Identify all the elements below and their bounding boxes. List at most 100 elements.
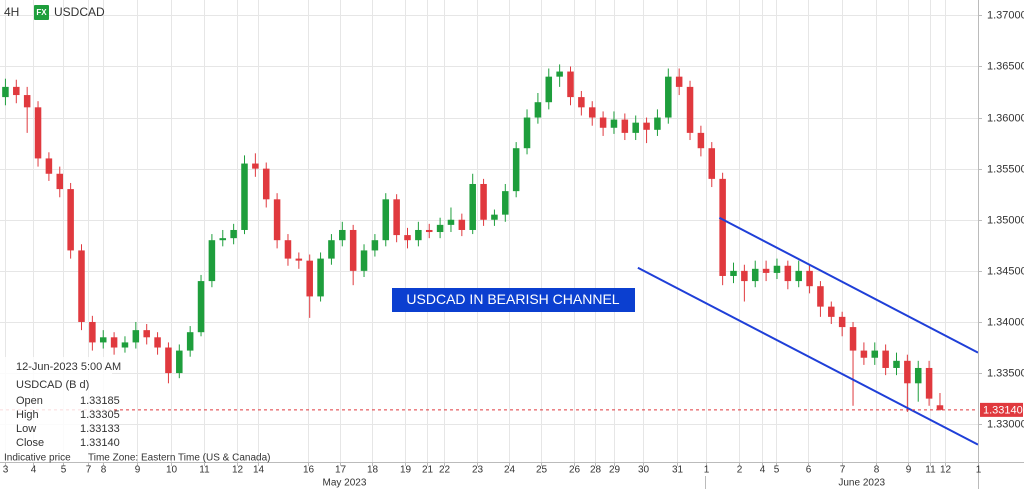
y-tick-label: 1.36500 <box>987 60 1024 72</box>
candle-body <box>252 163 259 169</box>
interval: 4H <box>4 5 19 19</box>
x-tick-label: 25 <box>536 465 548 476</box>
candle-body <box>914 367 922 384</box>
info-label: Low <box>16 423 36 435</box>
candle-body <box>349 229 357 271</box>
candle-body <box>817 286 824 307</box>
candle-body <box>860 350 868 358</box>
y-tick-label: 1.34000 <box>987 316 1024 328</box>
candle-body <box>828 306 835 317</box>
candle-body <box>534 102 542 118</box>
candle-body <box>806 270 813 287</box>
candle-body <box>186 332 194 351</box>
info-footer: Time Zone: Eastern Time (US & Canada) <box>88 453 270 464</box>
x-tick-label: 8 <box>101 465 107 476</box>
info-footer: Indicative price <box>4 453 71 464</box>
candle-body <box>78 250 85 322</box>
x-tick-label: 5 <box>774 465 780 476</box>
candle-body <box>219 238 227 241</box>
candle-body <box>317 258 324 297</box>
x-tick-label: 24 <box>504 465 516 476</box>
candle-body <box>730 270 737 276</box>
channel-line <box>637 266 979 446</box>
x-tick-label: 4 <box>760 465 766 476</box>
last-price-tag <box>980 402 1023 417</box>
symbol: USDCAD <box>54 5 105 19</box>
candle-body <box>556 71 563 77</box>
candle-body <box>458 219 466 230</box>
candle-body <box>871 350 879 358</box>
x-tick-label: 6 <box>806 465 812 476</box>
x-tick-label: 7 <box>840 465 846 476</box>
x-tick-label: 16 <box>303 465 315 476</box>
x-tick-label: 14 <box>253 465 265 476</box>
candle-body <box>393 199 400 236</box>
candle-body <box>936 405 944 410</box>
x-tick-label: 1 <box>976 465 982 476</box>
candle-body <box>165 347 172 374</box>
candle-body <box>339 229 346 241</box>
candle-body <box>719 178 726 276</box>
annotation: USDCAD IN BEARISH CHANNEL <box>406 291 619 307</box>
candle-body <box>599 117 607 128</box>
fx-badge-label: FX <box>36 8 47 17</box>
candle-body <box>295 258 303 261</box>
info-date: 12-Jun-2023 5:00 AM <box>16 361 121 373</box>
x-tick-label: 12 <box>940 465 952 476</box>
y-tick-label: 1.35500 <box>987 163 1024 175</box>
info-label: High <box>16 409 39 421</box>
candle-body <box>404 235 411 241</box>
candle-body <box>34 107 42 159</box>
candle-body <box>643 122 650 130</box>
candle-body <box>545 76 553 103</box>
candle-body <box>360 250 368 271</box>
info-symbol: USDCAD (B d) <box>16 379 89 391</box>
x-tick-label: 8 <box>874 465 880 476</box>
x-tick-label: 22 <box>439 465 451 476</box>
candle-body <box>849 327 857 351</box>
candle-body <box>415 229 422 241</box>
candle-body <box>523 117 531 149</box>
candle-body <box>132 330 140 343</box>
candle-body <box>23 95 31 108</box>
x-tick-label: 10 <box>166 465 178 476</box>
candle-body <box>762 268 770 273</box>
candle-body <box>469 183 476 230</box>
candle-body <box>382 199 390 241</box>
y-tick-label: 1.36000 <box>987 112 1024 124</box>
candle-body <box>241 163 248 230</box>
annotation-box <box>392 288 635 312</box>
candle-body <box>143 330 150 338</box>
candle-body <box>491 214 498 220</box>
candle-body <box>2 86 9 98</box>
x-tick-label: 11 <box>199 465 210 476</box>
info-value: 1.33305 <box>80 409 120 421</box>
candle-body <box>882 350 889 368</box>
candle-body <box>273 199 281 241</box>
candle-body <box>110 337 118 348</box>
candle-body <box>838 316 846 328</box>
x-tick-label: 23 <box>472 465 484 476</box>
candle-body <box>284 240 292 259</box>
channel-line <box>718 216 979 354</box>
candle-body <box>197 281 205 333</box>
x-tick-label: 12 <box>232 465 244 476</box>
y-tick-label: 1.35000 <box>987 214 1024 226</box>
x-tick-label: 30 <box>638 465 650 476</box>
x-tick-label: 17 <box>335 465 347 476</box>
x-tick-label: 4 <box>31 465 37 476</box>
overlay-layer: 4H FX USDCAD 12-Jun-2023 5:00 AM USDCAD … <box>0 5 1024 489</box>
candle-body <box>99 337 107 343</box>
candle-body <box>893 360 900 368</box>
info-value: 1.33133 <box>80 423 120 435</box>
x-tick-label: 11 <box>925 465 936 476</box>
info-value: 1.33140 <box>80 437 120 449</box>
x-tick-label: 2 <box>737 465 743 476</box>
x-tick-label: 9 <box>135 465 141 476</box>
candle-body <box>686 86 694 133</box>
candle-body <box>795 270 802 282</box>
candle-body <box>925 367 933 399</box>
